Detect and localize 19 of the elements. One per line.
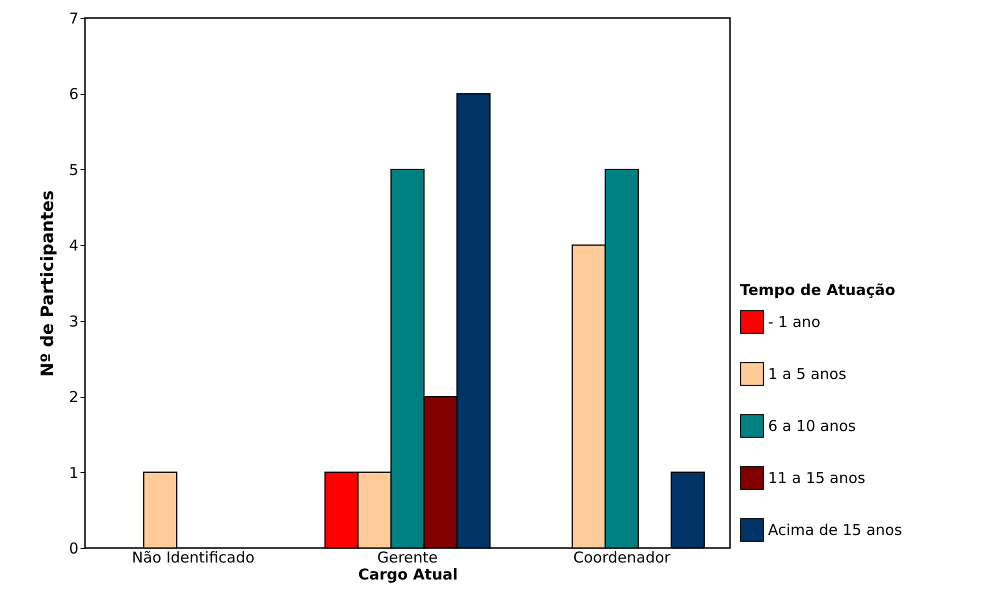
legend-title: Tempo de Atuação (740, 281, 896, 299)
x-tick-label: Não Identificado (132, 548, 255, 566)
y-tick-label: 6 (68, 85, 78, 104)
y-tick-label: 2 (68, 388, 78, 406)
x-axis-title: Cargo Atual (358, 566, 458, 584)
legend-label: 1 a 5 anos (768, 365, 846, 383)
y-tick-label: 5 (68, 160, 78, 179)
y-axis-title: Nº de Participantes (38, 190, 58, 377)
legend-label: 6 a 10 anos (768, 417, 856, 435)
legend-label: Acima de 15 anos (768, 521, 902, 539)
y-tick-label: 4 (68, 236, 78, 255)
y-tick-label: 7 (68, 10, 78, 28)
x-tick-label: Coordenador (573, 548, 672, 566)
y-tick-label: 3 (68, 312, 78, 330)
legend-label: 11 a 15 anos (768, 469, 866, 487)
legend-label: - 1 ano (768, 313, 820, 331)
y-tick-label: 0 (68, 540, 78, 558)
y-tick-label: 1 (68, 464, 78, 482)
x-tick-label: Gerente (377, 548, 438, 566)
